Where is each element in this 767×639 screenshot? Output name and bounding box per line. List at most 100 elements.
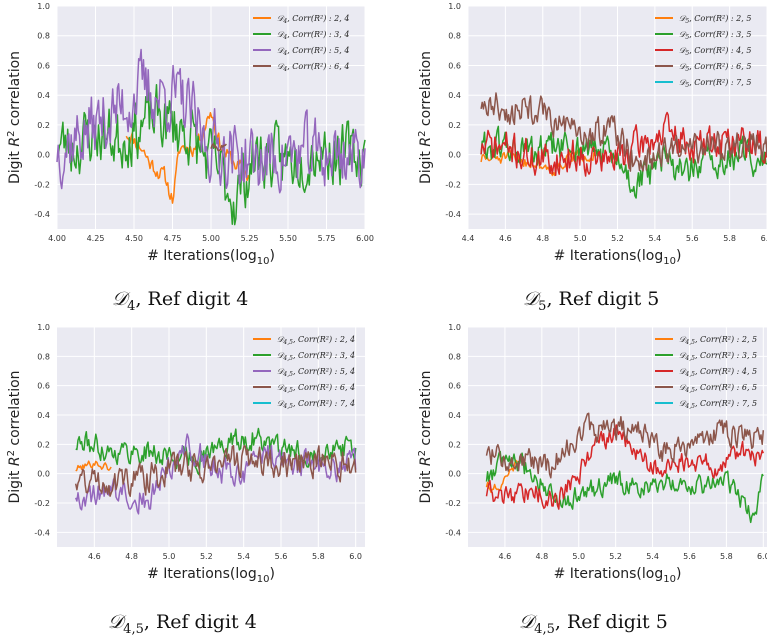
y-tick-label: 0.8 (37, 32, 50, 41)
legend-entry: 𝒟4, Corr(R²) : 6, 4 (277, 62, 349, 73)
panel-caption: 𝒟4, Ref digit 4 (112, 288, 248, 314)
x-tick-label: 5.2 (611, 234, 624, 243)
y-tick-label: 1.0 (448, 323, 461, 332)
y-tick-label: 0.8 (448, 352, 461, 361)
legend-entry: 𝒟5, Corr(R²) : 7, 5 (679, 78, 751, 89)
x-tick-label: 5.50 (279, 234, 297, 243)
legend-entry: 𝒟5, Corr(R²) : 3, 5 (679, 30, 751, 41)
panel-caption: 𝒟4,5, Ref digit 5 (519, 611, 668, 637)
x-tick-label: 5.2 (609, 552, 622, 561)
legend-entry: 𝒟4,5, Corr(R²) : 5, 4 (277, 367, 355, 378)
y-tick-label: 1.0 (448, 2, 461, 11)
y-tick-label: -0.2 (445, 180, 461, 189)
series-line-5-4 (74, 433, 357, 515)
series-line-6-4 (210, 143, 227, 152)
x-tick-label: 5.8 (312, 552, 325, 561)
x-tick-label: 5.00 (202, 234, 220, 243)
legend: 𝒟4, Corr(R²) : 2, 4 𝒟4, Corr(R²) : 3, 4 𝒟4… (253, 14, 349, 73)
y-tick-label: -0.4 (34, 528, 50, 537)
y-axis-label: Digit R2 correlation (417, 370, 434, 503)
panel-caption: 𝒟4,5, Ref digit 4 (108, 611, 257, 637)
legend-entry: 𝒟4,5, Corr(R²) : 2, 4 (277, 335, 355, 346)
y-tick-label: 0.6 (448, 61, 461, 70)
series-line-4-5 (485, 424, 764, 510)
x-tick-label: 4.50 (125, 234, 143, 243)
x-tick-label: 5.75 (318, 234, 336, 243)
x-tick-label: 4.6 (499, 552, 512, 561)
x-tick-label: 4.8 (125, 552, 138, 561)
series-line-2-4 (75, 460, 112, 472)
x-tick-label: 6.00 (356, 234, 374, 243)
y-tick-label: -0.4 (34, 210, 50, 219)
chart-panel-4: 1.0 0.8 0.6 0.4 0.2 0.0 -0.2 -0.4 4.6 4.8 5.0 5.2 5.… (417, 323, 767, 637)
y-tick-label: 0.8 (448, 32, 461, 41)
x-tick-label: 6.0 (761, 234, 767, 243)
series-line-3-4 (56, 83, 366, 226)
y-tick-label: 0.4 (448, 411, 461, 420)
y-tick-label: 0.4 (37, 91, 50, 100)
y-tick-label: -0.4 (445, 528, 461, 537)
x-tick-label: 5.25 (241, 234, 259, 243)
x-tick-label: 4.8 (536, 234, 549, 243)
y-axis-label: Digit R2 correlation (6, 51, 23, 184)
y-axis-label: Digit R2 correlation (6, 370, 23, 503)
y-tick-label: 0.4 (448, 91, 461, 100)
x-tick-label: 6.0 (349, 552, 362, 561)
x-axis-label: # Iterations(log10) (554, 248, 682, 267)
legend-entry: 𝒟5, Corr(R²) : 4, 5 (679, 46, 751, 57)
y-tick-label: -0.2 (34, 180, 50, 189)
x-tick-label: 6.0 (757, 552, 767, 561)
y-tick-label: 0.6 (37, 61, 50, 70)
x-tick-label: 5.6 (683, 552, 696, 561)
y-tick-label: 0.0 (448, 470, 461, 479)
chart-panel-3: 1.0 0.8 0.6 0.4 0.2 0.0 -0.2 -0.4 4.6 4.8 5.0 5.2 5.… (6, 323, 365, 637)
legend-entry: 𝒟4,5, Corr(R²) : 7, 5 (679, 399, 757, 410)
x-tick-label: 4.8 (535, 552, 548, 561)
x-tick-label: 5.0 (163, 552, 176, 561)
legend-entry: 𝒟4, Corr(R²) : 5, 4 (277, 46, 349, 57)
x-tick-label: 5.4 (237, 552, 250, 561)
x-tick-label: 5.6 (275, 552, 288, 561)
series-line-3-5 (485, 450, 764, 524)
legend: 𝒟4,5, Corr(R²) : 2, 5 𝒟4,5, Corr(R²) : 3,… (655, 335, 757, 410)
y-tick-label: -0.4 (445, 210, 461, 219)
y-axis-label: Digit R2 correlation (417, 51, 434, 184)
y-tick-label: 0.0 (37, 151, 50, 160)
y-tick-label: -0.2 (445, 499, 461, 508)
x-tick-label: 5.6 (686, 234, 699, 243)
x-tick-label: 5.8 (723, 234, 736, 243)
x-tick-label: 4.75 (164, 234, 182, 243)
y-tick-label: 0.0 (448, 151, 461, 160)
legend-entry: 𝒟4, Corr(R²) : 3, 4 (277, 30, 349, 41)
chart-panel-2: 1.0 0.8 0.6 0.4 0.2 0.0 -0.2 -0.4 4.4 4.6 4.8 5.0 5.… (417, 2, 767, 314)
y-tick-label: 0.0 (37, 470, 50, 479)
plot-area (57, 327, 365, 547)
chart-panel-1: 1.0 0.8 0.6 0.4 0.2 0.0 -0.2 -0.4 4.00 4.25 4.50 4.… (6, 2, 374, 314)
x-axis-label: # Iterations(log10) (147, 248, 275, 267)
x-tick-label: 5.4 (646, 552, 659, 561)
x-tick-label: 4.00 (48, 234, 66, 243)
y-tick-label: -0.2 (34, 499, 50, 508)
y-tick-label: 1.0 (37, 2, 50, 11)
y-tick-label: 0.2 (37, 121, 50, 130)
x-tick-label: 5.0 (574, 234, 587, 243)
x-axis-label: # Iterations(log10) (147, 566, 275, 585)
series-line-5-4 (56, 48, 366, 194)
y-tick-label: 0.2 (448, 121, 461, 130)
legend-entry: 𝒟4,5, Corr(R²) : 7, 4 (277, 399, 355, 410)
legend-entry: 𝒟4,5, Corr(R²) : 2, 5 (679, 335, 757, 346)
x-axis-label: # Iterations(log10) (554, 566, 682, 585)
x-tick-label: 4.6 (499, 234, 512, 243)
series-line-6-5 (480, 92, 767, 172)
y-tick-label: 0.2 (448, 440, 461, 449)
y-tick-label: 0.6 (448, 382, 461, 391)
legend-entry: 𝒟4,5, Corr(R²) : 4, 5 (679, 367, 757, 378)
legend-entry: 𝒟4,5, Corr(R²) : 6, 5 (679, 383, 757, 394)
legend-entry: 𝒟4,5, Corr(R²) : 3, 4 (277, 351, 355, 362)
series-line-6-4 (74, 444, 357, 498)
plot-area (468, 327, 767, 547)
series-line-3-5 (480, 125, 767, 199)
legend-entry: 𝒟4,5, Corr(R²) : 6, 4 (277, 383, 355, 394)
legend-entry: 𝒟5, Corr(R²) : 2, 5 (679, 14, 751, 25)
